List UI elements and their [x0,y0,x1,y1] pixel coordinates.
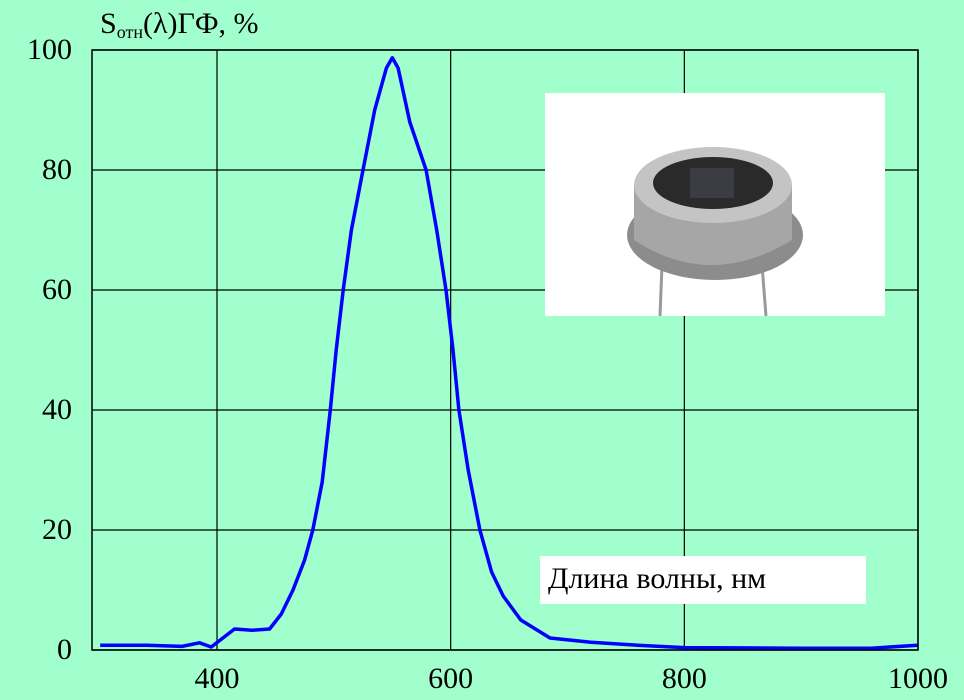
y-label-sub: отн [117,22,144,42]
x-tick-label: 800 [662,662,707,695]
y-label-main: S [100,7,117,40]
photo [545,93,885,316]
y-tick-label: 40 [42,393,72,426]
chart: Длина волны, нм Sотн(λ)ГФ, % 0 20 40 60 80 10… [0,0,964,700]
page: {"chart_data": { "type": "line", "y_labe… [0,0,964,700]
y-tick-label: 0 [57,633,72,666]
y-tick-label: 100 [27,33,72,66]
x-tick-label: 600 [428,662,473,695]
y-tick-label: 60 [42,273,72,306]
x-axis-label: Длина волны, нм [548,562,766,595]
x-tick-label: 400 [195,662,240,695]
y-label-rest: (λ)ГФ, % [143,7,259,40]
x-tick-label: 1000 [888,662,948,695]
photo-lead [660,265,662,316]
y-tick-label: 20 [42,513,72,546]
photo-sensor [690,168,734,198]
y-tick-label: 80 [42,153,72,186]
